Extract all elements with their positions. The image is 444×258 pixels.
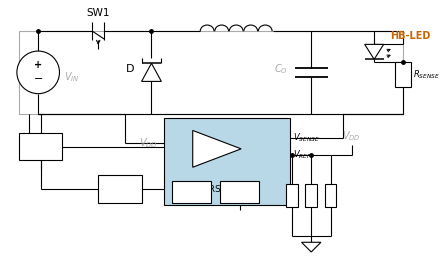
Text: PTA
5: PTA 5 (233, 186, 246, 198)
Text: −: − (33, 74, 43, 84)
Polygon shape (365, 44, 384, 59)
Text: R1: R1 (328, 192, 333, 199)
Text: R2: R2 (309, 192, 314, 199)
Text: $V_{SENSE}$: $V_{SENSE}$ (293, 131, 320, 144)
Text: 9RS08KA2: 9RS08KA2 (204, 185, 250, 194)
Text: $C_O$: $C_O$ (274, 62, 288, 76)
Text: 器: 器 (118, 191, 122, 198)
Text: +: + (34, 60, 42, 70)
Text: R3: R3 (289, 192, 294, 199)
Bar (19, 31, 403, 114)
Text: −: − (205, 137, 214, 147)
Bar (164, 118, 290, 205)
Text: D: D (126, 64, 135, 75)
Bar (305, 184, 317, 207)
Text: 节器: 节器 (36, 147, 45, 154)
Text: $R_{SENSE}$: $R_{SENSE}$ (413, 69, 440, 81)
Bar (172, 181, 210, 203)
Text: 转换: 转换 (116, 187, 124, 193)
Text: 电平: 电平 (116, 182, 124, 188)
Bar (19, 133, 63, 160)
Circle shape (17, 51, 59, 94)
Polygon shape (142, 63, 161, 82)
Polygon shape (301, 242, 321, 252)
Text: PTA
4: PTA 4 (185, 186, 198, 198)
Text: SW1: SW1 (87, 8, 110, 18)
Bar (396, 62, 411, 87)
Bar (325, 184, 337, 207)
Bar (98, 175, 142, 203)
Bar (220, 181, 259, 203)
Text: HB-LED: HB-LED (390, 31, 430, 42)
Text: $V_{REF}$: $V_{REF}$ (293, 149, 312, 161)
Polygon shape (193, 131, 241, 167)
Text: 电压调: 电压调 (34, 139, 47, 146)
Text: $V_{DD}$: $V_{DD}$ (139, 136, 158, 150)
Text: $V_{IN}$: $V_{IN}$ (64, 70, 80, 84)
Bar (286, 184, 297, 207)
Text: +: + (205, 150, 214, 160)
Text: $V_{DD}$: $V_{DD}$ (342, 130, 361, 143)
